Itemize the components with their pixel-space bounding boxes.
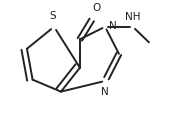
Text: O: O	[92, 3, 100, 13]
Text: N: N	[101, 87, 108, 97]
Text: S: S	[49, 11, 56, 21]
Text: N: N	[109, 21, 117, 31]
Text: NH: NH	[125, 12, 141, 22]
